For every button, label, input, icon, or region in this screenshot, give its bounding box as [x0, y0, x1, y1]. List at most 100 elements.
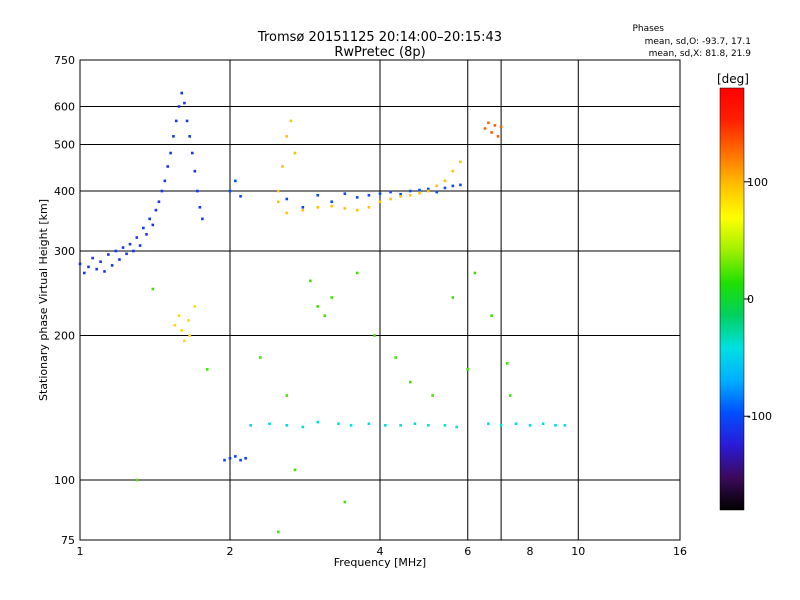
data-point [316, 205, 320, 209]
y-tick-label: 75 [61, 534, 75, 547]
y-axis-label: Stationary phase Virtual Height [km] [37, 199, 50, 401]
data-point [276, 530, 280, 534]
data-point [418, 188, 421, 192]
data-point [483, 127, 487, 130]
x-tick-label: 8 [527, 545, 534, 558]
data-point [443, 179, 447, 183]
data-point [378, 200, 382, 204]
data-point [188, 135, 191, 138]
colorbar-tick-label: -100 [747, 410, 772, 423]
x-axis: 1 2 4 6 8 10 16 [77, 545, 688, 558]
data-point [128, 242, 132, 246]
data-point [244, 456, 247, 460]
colorbar-label: [deg] [717, 72, 749, 86]
data-point [505, 362, 509, 365]
data-point [399, 195, 402, 198]
y-tick-label: 500 [54, 139, 75, 152]
data-point [188, 334, 191, 337]
data-point [163, 179, 167, 183]
data-point [408, 380, 412, 384]
data-point [177, 314, 181, 317]
data-point [82, 271, 86, 275]
data-point [285, 135, 289, 138]
data-points [78, 91, 567, 534]
data-point [443, 186, 447, 190]
data-point [330, 200, 334, 204]
stats-line-x: mean, sd,X: 81.8, 21.9 [649, 49, 752, 59]
data-point [276, 189, 280, 193]
data-point [435, 190, 439, 194]
y-tick-label: 100 [54, 474, 75, 487]
data-point [528, 424, 532, 427]
data-point [145, 233, 148, 236]
data-point [541, 422, 545, 426]
colorbar-tick-label: 100 [747, 176, 768, 189]
data-point [193, 169, 197, 173]
data-point [249, 424, 252, 427]
x-tick-label: 16 [673, 545, 687, 558]
data-point [148, 217, 152, 221]
data-point [228, 189, 232, 193]
data-point [343, 207, 347, 210]
data-point [355, 271, 359, 275]
data-point [121, 246, 125, 249]
data-point [107, 253, 110, 256]
data-point [499, 125, 503, 128]
data-point [355, 196, 359, 199]
colorbar [719, 87, 745, 511]
data-point [169, 151, 172, 155]
data-point [563, 424, 567, 427]
data-point [466, 368, 470, 371]
data-point [103, 270, 106, 273]
data-point [135, 478, 139, 482]
data-point [190, 151, 194, 155]
data-point [234, 455, 237, 458]
data-point [330, 204, 334, 208]
data-point [431, 394, 434, 397]
data-point [78, 262, 82, 266]
data-point [223, 458, 226, 462]
data-point [426, 189, 430, 193]
data-point [183, 339, 186, 343]
data-point [95, 267, 98, 271]
data-point [138, 244, 142, 247]
data-point [508, 394, 512, 397]
data-point [285, 394, 289, 397]
data-point [373, 334, 376, 337]
stats-heading: Phases [632, 24, 664, 34]
data-point [451, 296, 455, 299]
data-point [293, 151, 297, 155]
data-point [87, 265, 90, 269]
y-tick-label: 300 [54, 245, 75, 258]
colorbar-ticks: 100 0 -100 [744, 176, 772, 423]
data-point [258, 356, 262, 359]
data-point [172, 135, 175, 138]
data-point [343, 500, 347, 504]
data-point [367, 422, 371, 426]
data-point [239, 195, 242, 198]
data-point [285, 211, 289, 215]
data-point [384, 424, 387, 427]
y-axis: 75 100 200 300 400 500 600 750 [54, 54, 75, 547]
data-point [309, 279, 312, 283]
data-point [554, 424, 557, 427]
data-point [205, 368, 209, 371]
data-point [154, 208, 158, 212]
x-tick-label: 2 [227, 545, 234, 558]
data-point [99, 260, 102, 264]
data-point [151, 223, 155, 227]
data-point [443, 424, 447, 427]
data-point [285, 424, 289, 427]
data-point [378, 192, 382, 195]
data-point [301, 425, 305, 429]
data-point [281, 165, 284, 168]
data-point [426, 424, 430, 427]
data-point [228, 456, 232, 460]
stats-line-o: mean, sd,O: -93.7, 17.1 [645, 37, 751, 47]
data-point [293, 468, 297, 472]
data-point [166, 165, 170, 168]
chart-title: Tromsø 20151125 20:14:00–20:15:43 [257, 30, 502, 45]
data-point [451, 169, 455, 173]
data-point [330, 296, 334, 299]
data-point [177, 105, 181, 108]
